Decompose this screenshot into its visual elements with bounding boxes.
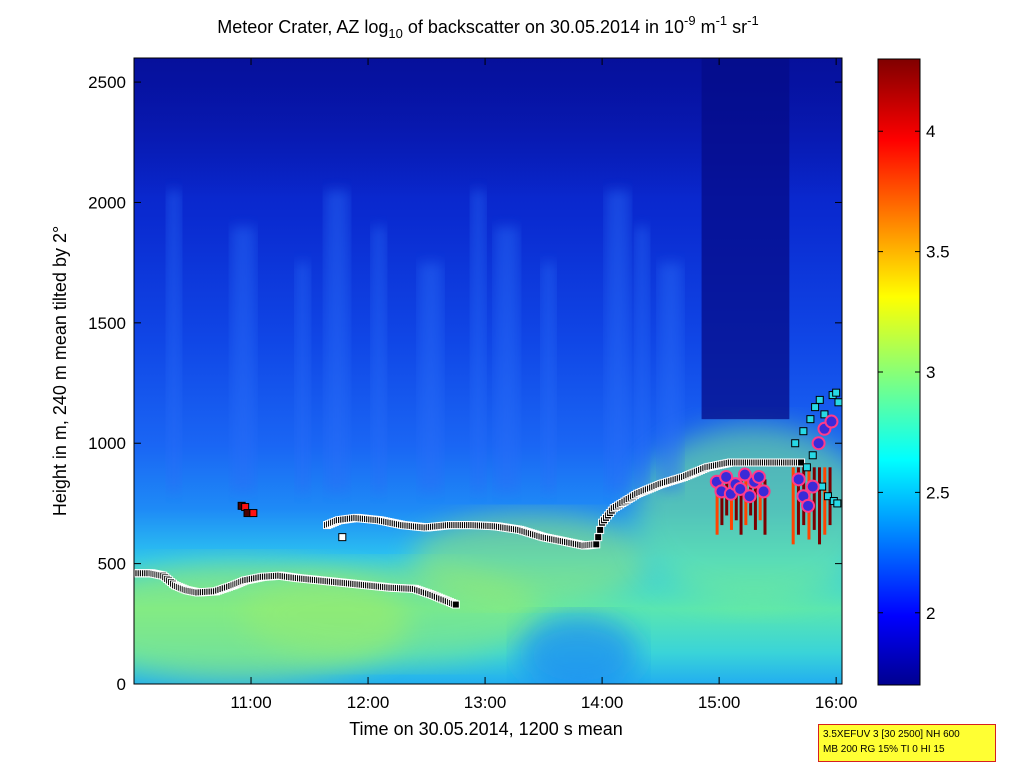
clear-sky-band — [701, 58, 790, 420]
precipitation-marker — [737, 467, 752, 482]
precipitation-markers — [709, 414, 839, 513]
convective-plume — [418, 262, 443, 492]
info-line-1: 3.5XEFUV 3 [30 2500] NH 600 — [823, 729, 960, 740]
x-axis-label: Time on 30.05.2014, 1200 s mean — [349, 719, 623, 739]
y-axis-label: Height in m, 240 m mean tilted by 2° — [50, 226, 70, 516]
convective-plume — [658, 262, 683, 492]
y-tick-label: 1000 — [88, 434, 126, 453]
mid-aerosol-layer — [411, 513, 652, 604]
cloud-base-marker — [834, 398, 842, 407]
colorbar-tick-label: 4 — [926, 122, 935, 141]
rain-shaft-streak — [758, 479, 762, 521]
convective-plume — [635, 226, 650, 492]
rain-shaft-streak — [715, 479, 719, 535]
convective-plume — [471, 190, 486, 492]
rain-shaft-streak — [734, 479, 738, 521]
precipitation-marker — [733, 481, 748, 496]
colorbar — [877, 58, 921, 686]
processing-info-box: 3.5XEFUV 3 [30 2500] NH 600 MB 200 RG 15… — [818, 724, 996, 762]
convective-plume — [605, 190, 630, 492]
rain-shaft-streak — [812, 467, 816, 530]
lower-layer-line — [134, 569, 460, 609]
info-line-2: MB 200 RG 15% TI 0 HI 15 — [823, 744, 945, 755]
cloud-base-marker — [833, 499, 842, 508]
precipitation-marker — [756, 484, 771, 499]
cloud-base-marker — [820, 410, 829, 419]
rain-shaft-streak — [823, 467, 827, 535]
cloud-base-marker — [791, 439, 800, 448]
cloud-base-marker — [832, 388, 841, 397]
x-tick-label: 11:00 — [230, 693, 271, 712]
y-axis-ticks: 0 500 1000 1500 2000 2500 — [88, 73, 842, 694]
convective-plume — [295, 262, 310, 492]
rain-shaft-streak — [739, 479, 743, 535]
rain-shaft-streak — [791, 467, 795, 545]
cloud-base-marker — [808, 451, 817, 460]
precipitation-marker — [742, 489, 757, 504]
rain-shaft-streak — [753, 479, 757, 530]
cloud-region-glow — [634, 425, 842, 606]
rain-shaft-streak — [729, 479, 733, 530]
precipitation-marker — [751, 469, 766, 484]
colorbar-tick-label: 3 — [926, 363, 935, 382]
plot-frame — [133, 57, 843, 685]
colorbar-tick-label: 3.5 — [926, 243, 950, 262]
cloud-base-marker — [802, 463, 811, 472]
convective-plume — [494, 226, 519, 492]
precipitation-marker — [791, 472, 806, 487]
layer-marker — [451, 600, 460, 609]
x-tick-label: 16:00 — [815, 693, 858, 712]
cloud-base-marker — [815, 395, 824, 404]
heatmap-plot-area — [134, 58, 842, 684]
rain-shaft-streak — [744, 479, 748, 526]
layer-marker — [797, 458, 806, 467]
convective-plume — [541, 262, 556, 492]
x-tick-label: 14:00 — [581, 693, 624, 712]
precipitation-marker — [805, 479, 820, 494]
rain-shaft-streak — [720, 479, 724, 526]
layer-marker — [594, 533, 603, 542]
backscatter-field-features — [134, 58, 842, 684]
y-tick-label: 2500 — [88, 73, 126, 92]
convective-plume — [166, 190, 181, 492]
rain-shaft-streak — [818, 467, 822, 545]
x-tick-label: 13:00 — [464, 693, 507, 712]
x-tick-label: 15:00 — [698, 693, 741, 712]
colorbar-tick-label: 2 — [926, 604, 935, 623]
cloud-base-marker — [799, 427, 808, 436]
upper-layer-line — [323, 458, 806, 550]
layer-marker — [596, 525, 605, 534]
cloud-base-markers — [791, 388, 842, 508]
cloud-base-marker — [823, 492, 832, 501]
convective-plume — [371, 226, 386, 492]
rain-shaft-streak — [763, 479, 767, 535]
x-axis-ticks: 11:00 12:00 13:00 14:00 15:00 16:00 — [230, 58, 857, 712]
colorbar-ticks: 2 2.5 3 3.5 4 — [878, 122, 950, 623]
convective-plume — [324, 190, 349, 492]
near-ground-minimum — [518, 615, 639, 684]
isolated-marker — [249, 509, 258, 518]
isolated-markers — [237, 501, 347, 542]
precipitation-marker — [811, 436, 826, 451]
x-tick-label: 12:00 — [347, 693, 390, 712]
precipitation-marker — [824, 414, 839, 429]
y-tick-label: 1500 — [88, 314, 126, 333]
y-tick-label: 500 — [98, 555, 126, 574]
chart-title: Meteor Crater, AZ log10 of backscatter o… — [217, 13, 758, 41]
isolated-marker — [338, 533, 347, 542]
cloud-base-marker — [811, 403, 820, 412]
y-tick-label: 2000 — [88, 193, 126, 212]
precipitation-marker — [719, 469, 734, 484]
colorbar-tick-label: 2.5 — [926, 483, 950, 502]
precipitation-marker — [801, 498, 816, 513]
layer-marker — [592, 540, 601, 549]
convective-plume — [231, 226, 256, 492]
y-tick-label: 0 — [117, 675, 126, 694]
cloud-base-marker — [806, 415, 815, 424]
